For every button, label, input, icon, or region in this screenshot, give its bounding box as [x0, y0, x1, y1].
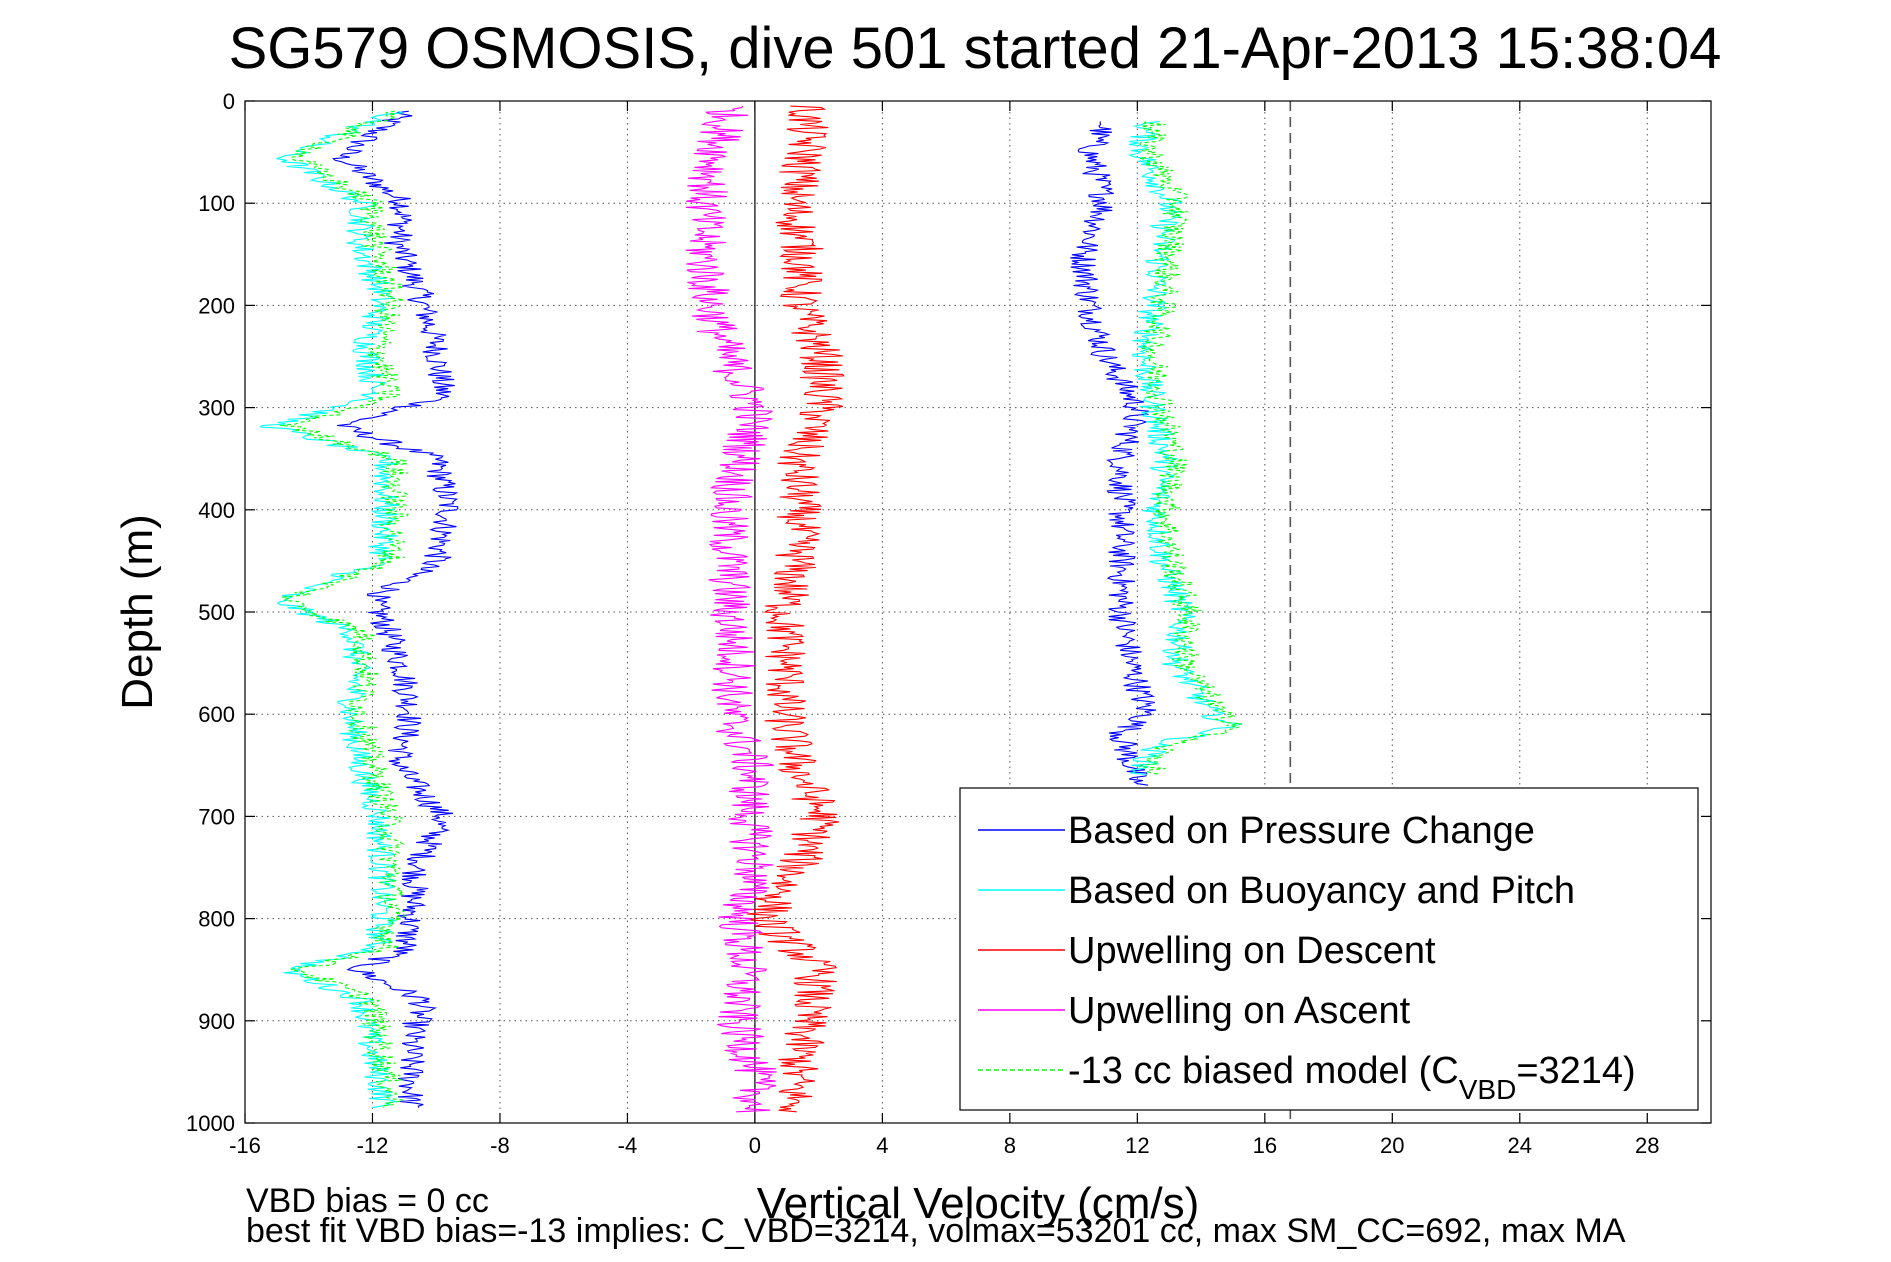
y-tick-label: 600 [198, 702, 235, 727]
y-tick-label: 100 [198, 191, 235, 216]
y-axis-label: Depth (m) [113, 514, 162, 710]
legend: Based on Pressure Change Based on Buoyanc… [959, 787, 1699, 1111]
x-tick-label: 8 [1004, 1133, 1016, 1158]
x-tick-label: 12 [1125, 1133, 1149, 1158]
y-tick-label: 500 [198, 600, 235, 625]
x-tick-label: 28 [1635, 1133, 1659, 1158]
x-tick-label: 24 [1508, 1133, 1532, 1158]
y-tick-label: 900 [198, 1009, 235, 1034]
y-tick-label: 1000 [186, 1111, 235, 1136]
chart-title: SG579 OSMOSIS, dive 501 started 21-Apr-2… [229, 16, 1722, 81]
y-tick-label: 800 [198, 907, 235, 932]
x-axis-label: Vertical Velocity (cm/s) [757, 1179, 1200, 1228]
x-tick-label: 20 [1380, 1133, 1404, 1158]
x-tick-label: -4 [618, 1133, 638, 1158]
series-line-0 [1070, 121, 1156, 786]
y-axis: 0 100 200 300 400 500 600 700 800 900 1000 [186, 89, 1711, 1136]
series-line-4 [280, 110, 410, 1109]
series-line-0 [331, 110, 459, 1108]
footer-line-2: best fit VBD bias=-13 implies: C_VBD=321… [246, 1212, 1626, 1250]
y-tick-label: 700 [198, 804, 235, 829]
y-tick-label: 300 [198, 396, 235, 421]
legend-box [959, 787, 1699, 1111]
x-tick-label: -16 [229, 1133, 261, 1158]
legend-label: Upwelling on Descent [1068, 930, 1436, 972]
y-tick-label: 200 [198, 293, 235, 318]
footer-line-1: VBD bias = 0 cc [246, 1182, 489, 1220]
x-axis: -16 -12 -8 -4 0 4 8 12 16 20 24 28 [229, 101, 1660, 1158]
series-line-4 [1138, 121, 1242, 776]
legend-label: Based on Buoyancy and Pitch [1068, 870, 1575, 912]
x-tick-label: 0 [749, 1133, 761, 1158]
series-line-3 [685, 105, 777, 1113]
y-tick-label: 0 [223, 89, 235, 114]
series-line-2 [746, 105, 845, 1113]
x-tick-label: 4 [876, 1133, 888, 1158]
x-tick-label: -12 [357, 1133, 389, 1158]
x-tick-label: -8 [490, 1133, 510, 1158]
x-tick-label: 16 [1253, 1133, 1277, 1158]
y-tick-label: 400 [198, 498, 235, 523]
legend-label: Based on Pressure Change [1068, 810, 1535, 852]
series-group [259, 105, 1243, 1113]
legend-label: Upwelling on Ascent [1068, 990, 1411, 1032]
